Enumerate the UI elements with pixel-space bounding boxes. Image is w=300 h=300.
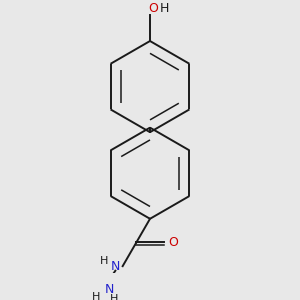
Text: O: O: [168, 236, 178, 249]
Text: N: N: [104, 283, 114, 296]
Text: O: O: [148, 2, 158, 15]
Text: H: H: [100, 256, 109, 266]
Text: H: H: [92, 292, 100, 300]
Text: N: N: [111, 260, 120, 273]
Text: H: H: [160, 2, 169, 15]
Text: H: H: [110, 294, 118, 300]
